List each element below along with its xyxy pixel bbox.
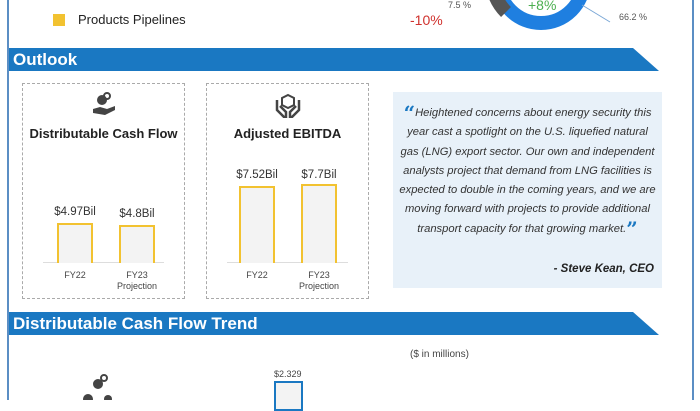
trend-unit-note: ($ in millions) (410, 349, 469, 360)
trend-bar-label: $2.329 (274, 369, 302, 379)
donut-ring-main (495, 0, 587, 30)
dcf-title: Distributable Cash Flow (29, 126, 178, 141)
donut-segment-gray (489, 0, 512, 17)
coins-hand-icon (83, 374, 112, 400)
donut-label-gray: 7.5 % (448, 0, 472, 10)
trend-bar (274, 381, 303, 411)
quote-block: “Heightened concerns about energy securi… (399, 101, 656, 241)
close-quote-icon: ” (626, 216, 638, 241)
dcf-baseline (43, 262, 164, 263)
ebitda-bar-fy23 (301, 184, 337, 263)
ebitda-xlabel-fy23: FY23 Projection (298, 270, 340, 291)
dcf-xlabel-fy23: FY23 Projection (116, 270, 158, 291)
quote-text: Heightened concerns about energy securit… (399, 107, 656, 235)
dcf-card: Distributable Cash Flow $4.97Bil $4.8Bil… (22, 83, 185, 299)
donut-center-label: +8% (528, 0, 557, 13)
dcf-value-fy22: $4.97Bil (54, 206, 96, 218)
legend-label: Products Pipelines (78, 12, 186, 27)
ebitda-value-fy22: $7.52Bil (236, 169, 278, 181)
donut-chart (489, 0, 611, 30)
legend-value: -10% (410, 12, 443, 28)
ebitda-bar-fy22 (239, 186, 275, 263)
hand-coin-icon (93, 92, 115, 115)
dcf-value-fy23: $4.8Bil (119, 208, 155, 220)
ceo-quote-box: “Heightened concerns about energy securi… (393, 92, 662, 288)
donut-label-main: 66.2 % (619, 12, 648, 22)
dcf-bar-fy23 (119, 225, 155, 263)
ebitda-value-fy23: $7.7Bil (301, 169, 337, 181)
dcf-bar-fy22 (57, 223, 93, 263)
quote-author: - Steve Kean, CEO (553, 263, 654, 275)
hands-box-icon (275, 93, 301, 118)
trend-banner: Distributable Cash Flow Trend (9, 312, 659, 335)
donut-leader-line (581, 4, 611, 23)
ebitda-title: Adjusted EBITDA (233, 126, 342, 141)
ebitda-xlabel-fy22: FY22 (246, 270, 268, 280)
open-quote-icon: “ (403, 101, 416, 125)
ebitda-card: Adjusted EBITDA $7.52Bil $7.7Bil FY22 FY… (206, 83, 369, 299)
dcf-xlabel-fy22: FY22 (64, 270, 86, 280)
ebitda-baseline (227, 262, 348, 263)
frame-left-border (7, 0, 9, 400)
frame-right-border (692, 0, 694, 400)
outlook-banner: Outlook (9, 48, 659, 71)
legend-swatch (53, 14, 65, 26)
